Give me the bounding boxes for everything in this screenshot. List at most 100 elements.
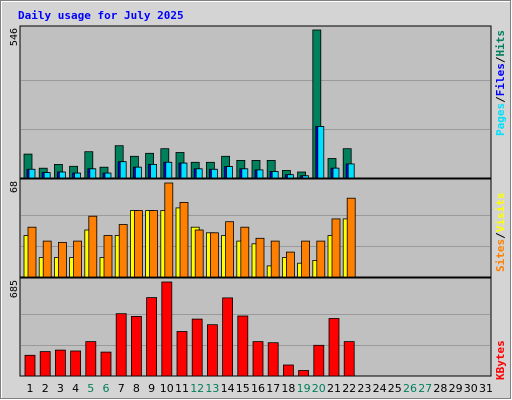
- y-max-label-visits: 68: [9, 181, 20, 193]
- x-tick-day-31: 31: [479, 382, 493, 395]
- side-legend-visits-sites: Sites/Visits: [494, 193, 507, 273]
- x-tick-day-24: 24: [373, 382, 387, 395]
- bar-kbytes-day-8: [130, 315, 142, 377]
- side-legend-hits-files-pages: Pages/Files/Hits: [494, 30, 507, 136]
- side-legend-kbytes: KBytes: [494, 340, 507, 380]
- bar-sites-day-16: [255, 237, 265, 278]
- legend-files: Files: [494, 63, 507, 96]
- bar-kbytes-day-18: [282, 364, 294, 377]
- x-tick-day-12: 12: [190, 382, 204, 395]
- bar-kbytes-day-22: [343, 341, 355, 377]
- bar-sites-day-17: [270, 240, 280, 278]
- x-tick-day-10: 10: [160, 382, 174, 395]
- legend-pages: Pages: [494, 103, 507, 136]
- x-tick-day-29: 29: [449, 382, 463, 395]
- bar-pages-day-9: [150, 163, 158, 179]
- bar-kbytes-day-4: [70, 350, 81, 377]
- x-tick-day-30: 30: [464, 382, 478, 395]
- x-tick-day-26: 26: [403, 382, 417, 395]
- x-tick-day-21: 21: [327, 382, 341, 395]
- x-tick-day-8: 8: [133, 382, 140, 395]
- x-tick-day-19: 19: [297, 382, 311, 395]
- x-tick-day-11: 11: [175, 382, 189, 395]
- x-tick-day-6: 6: [103, 382, 110, 395]
- x-tick-day-22: 22: [342, 382, 356, 395]
- bar-kbytes-day-16: [252, 341, 264, 377]
- bar-pages-day-14: [226, 166, 234, 179]
- bar-kbytes-day-3: [55, 349, 66, 377]
- bar-kbytes-day-1: [24, 354, 36, 377]
- bar-sites-day-18: [285, 251, 295, 278]
- x-tick-day-1: 1: [27, 382, 34, 395]
- bar-pages-day-8: [134, 166, 142, 179]
- bar-pages-day-1: [28, 168, 36, 179]
- bar-pages-day-6: [104, 172, 112, 179]
- chart-title: Daily usage for July 2025: [18, 9, 184, 22]
- x-tick-day-13: 13: [205, 382, 219, 395]
- bar-pages-day-16: [256, 169, 264, 179]
- legend-sep: /: [494, 232, 507, 239]
- legend-sites: Sites: [494, 239, 507, 272]
- bar-pages-day-5: [89, 168, 97, 179]
- x-axis-tick-labels: 1 2 3 4 5 6 7 8 9 10 11 12 13 14 15 16 17 18 19 20 21 22 23 24 2…: [27, 382, 494, 395]
- bar-sites-day-5: [88, 215, 98, 278]
- bar-pages-day-21: [332, 167, 340, 179]
- bar-sites-day-1: [27, 226, 37, 278]
- bar-pages-day-2: [43, 172, 51, 179]
- bar-pages-day-11: [180, 162, 188, 179]
- bar-kbytes-day-2: [39, 351, 51, 377]
- x-tick-day-25: 25: [388, 382, 402, 395]
- bar-kbytes-day-21: [328, 318, 340, 377]
- bar-pages-day-22: [347, 163, 355, 179]
- y-max-label-kbytes: 685: [9, 280, 20, 298]
- bars: [23, 29, 356, 377]
- x-tick-day-17: 17: [266, 382, 280, 395]
- x-tick-day-16: 16: [251, 382, 265, 395]
- x-tick-day-4: 4: [72, 382, 79, 395]
- bar-kbytes-day-15: [237, 315, 249, 377]
- bar-kbytes-day-6: [100, 351, 112, 377]
- bar-kbytes-day-9: [146, 297, 158, 377]
- bar-pages-day-3: [59, 171, 66, 179]
- bar-kbytes-day-12: [191, 318, 203, 377]
- bar-pages-day-19: [302, 175, 310, 179]
- x-tick-day-18: 18: [281, 382, 295, 395]
- bar-pages-day-20: [317, 126, 325, 179]
- bar-kbytes-day-11: [176, 331, 188, 377]
- x-tick-day-2: 2: [42, 382, 49, 395]
- bar-sites-day-13: [209, 232, 219, 278]
- bar-kbytes-day-10: [161, 281, 173, 377]
- bar-pages-day-15: [241, 168, 249, 179]
- bar-sites-day-12: [194, 229, 204, 278]
- bar-kbytes-day-20: [313, 344, 325, 377]
- bar-sites-day-7: [118, 224, 128, 278]
- bar-sites-day-15: [240, 226, 250, 278]
- bar-kbytes-day-17: [267, 342, 279, 377]
- plot-area-hits-files-pages: [19, 25, 492, 179]
- legend-visits: Visits: [494, 193, 507, 233]
- x-tick-day-14: 14: [221, 382, 235, 395]
- bar-pages-day-17: [271, 171, 279, 179]
- bar-pages-day-7: [119, 161, 127, 179]
- bar-kbytes-day-13: [206, 324, 218, 377]
- bar-sites-day-20: [316, 240, 326, 278]
- bar-sites-day-21: [331, 218, 341, 278]
- bar-sites-day-3: [58, 241, 67, 278]
- x-tick-day-20: 20: [312, 382, 326, 395]
- legend-sep: /: [494, 96, 507, 103]
- bar-pages-day-4: [74, 172, 81, 179]
- bar-pages-day-13: [210, 168, 218, 179]
- x-tick-day-23: 23: [357, 382, 371, 395]
- bar-pages-day-12: [195, 168, 203, 179]
- bar-sites-day-6: [103, 235, 113, 278]
- bar-sites-day-11: [179, 201, 189, 278]
- x-tick-day-3: 3: [57, 382, 64, 395]
- bar-kbytes-day-5: [85, 341, 97, 377]
- bar-sites-day-9: [149, 210, 159, 278]
- x-tick-day-9: 9: [148, 382, 155, 395]
- bar-sites-day-14: [225, 221, 235, 278]
- bar-sites-day-19: [301, 240, 311, 278]
- bar-kbytes-day-19: [298, 370, 310, 377]
- x-tick-day-15: 15: [236, 382, 250, 395]
